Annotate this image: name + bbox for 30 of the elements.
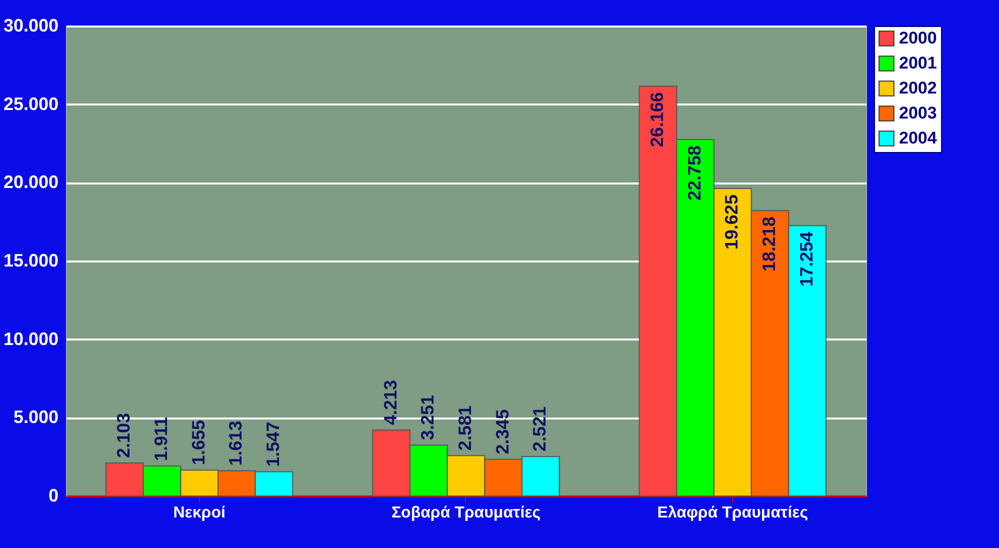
data-label: 2.581 <box>455 406 475 451</box>
x-tick-label: Ελαφρά Τραυματίες <box>657 504 808 522</box>
legend-label: 2000 <box>899 28 937 48</box>
x-tick-label: Νεκροί <box>173 504 226 522</box>
data-label: 2.103 <box>114 413 134 458</box>
data-label: 1.613 <box>226 420 246 466</box>
data-label: 19.625 <box>722 194 742 250</box>
data-label: 1.655 <box>188 420 208 466</box>
data-label: 18.218 <box>759 216 779 272</box>
legend-label: 2002 <box>899 78 937 98</box>
data-label: 1.547 <box>263 422 283 467</box>
data-label: 1.911 <box>151 417 171 462</box>
y-tick-label: 25.000 <box>3 94 58 114</box>
data-label: 17.254 <box>796 232 816 287</box>
y-tick-label: 5.000 <box>13 407 58 428</box>
data-label: 3.251 <box>418 395 438 440</box>
y-tick-label: 0 <box>48 486 58 506</box>
data-label: 22.758 <box>684 145 704 201</box>
legend-label: 2001 <box>899 54 937 72</box>
data-label: 26.166 <box>647 92 667 148</box>
y-tick-label: 30.000 <box>3 16 58 36</box>
y-tick-label: 15.000 <box>3 250 58 270</box>
data-label: 4.213 <box>380 380 400 425</box>
y-tick-label: 20.000 <box>3 172 58 192</box>
x-tick-label: Σοβαρά Τραυματίες <box>391 504 541 522</box>
data-label: 2.521 <box>530 406 550 452</box>
data-label: 2.345 <box>492 409 512 454</box>
legend-label: 2004 <box>899 128 938 148</box>
legend-label: 2003 <box>899 104 937 122</box>
y-tick-label: 10.000 <box>3 328 58 349</box>
